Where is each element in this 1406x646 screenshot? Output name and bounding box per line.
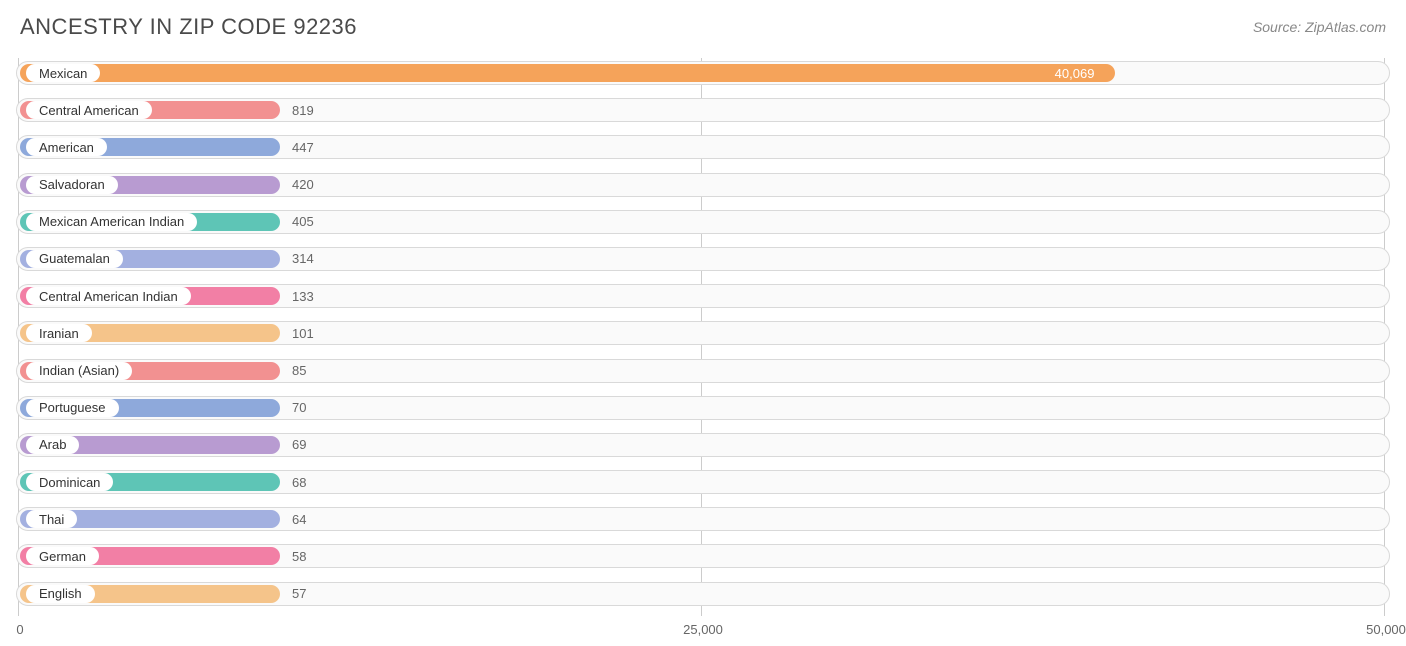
category-pill: Iranian xyxy=(26,324,92,342)
bar-row: Iranian 101 xyxy=(16,318,1390,348)
category-pill: American xyxy=(26,138,107,156)
value-label: 40,069 xyxy=(1055,58,1095,88)
category-pill: English xyxy=(26,585,95,603)
chart-area: Mexican 40,069 Central American 819 American… xyxy=(16,58,1390,646)
bar-row: Portuguese 70 xyxy=(16,393,1390,423)
value-label: 405 xyxy=(292,207,314,237)
bar-row: Salvadoran 420 xyxy=(16,170,1390,200)
bar-row: Arab 69 xyxy=(16,430,1390,460)
bar xyxy=(20,64,1115,82)
bar-row: Central American Indian 133 xyxy=(16,281,1390,311)
value-label: 101 xyxy=(292,318,314,348)
value-label: 57 xyxy=(292,579,306,609)
value-label: 58 xyxy=(292,541,306,571)
category-pill: German xyxy=(26,547,99,565)
bar-row: American 447 xyxy=(16,132,1390,162)
value-label: 133 xyxy=(292,281,314,311)
bar-row: Thai 64 xyxy=(16,504,1390,534)
tick-label: 50,000 xyxy=(1366,622,1406,637)
bar-row: Dominican 68 xyxy=(16,467,1390,497)
chart-title: ANCESTRY IN ZIP CODE 92236 xyxy=(20,14,357,40)
tick-label: 0 xyxy=(16,622,23,637)
category-pill: Mexican American Indian xyxy=(26,213,197,231)
category-pill: Indian (Asian) xyxy=(26,362,132,380)
bar-row: German 58 xyxy=(16,541,1390,571)
value-label: 314 xyxy=(292,244,314,274)
value-label: 819 xyxy=(292,95,314,125)
value-label: 447 xyxy=(292,132,314,162)
bar-row: English 57 xyxy=(16,579,1390,609)
x-axis: 025,00050,000 xyxy=(16,616,1390,646)
tick-label: 25,000 xyxy=(683,622,723,637)
bar-row: Mexican American Indian 405 xyxy=(16,207,1390,237)
bar-row: Guatemalan 314 xyxy=(16,244,1390,274)
value-label: 420 xyxy=(292,170,314,200)
value-label: 70 xyxy=(292,393,306,423)
category-pill: Salvadoran xyxy=(26,176,118,194)
value-label: 64 xyxy=(292,504,306,534)
category-pill: Arab xyxy=(26,436,79,454)
bar-row: Indian (Asian) 85 xyxy=(16,356,1390,386)
category-pill: Dominican xyxy=(26,473,113,491)
category-pill: Thai xyxy=(26,510,77,528)
category-pill: Mexican xyxy=(26,64,100,82)
category-pill: Central American Indian xyxy=(26,287,191,305)
category-pill: Central American xyxy=(26,101,152,119)
category-pill: Portuguese xyxy=(26,399,119,417)
value-label: 85 xyxy=(292,356,306,386)
bar-row: Central American 819 xyxy=(16,95,1390,125)
source-label: Source: ZipAtlas.com xyxy=(1253,19,1386,35)
chart-container: ANCESTRY IN ZIP CODE 92236 Source: ZipAt… xyxy=(0,0,1406,644)
category-pill: Guatemalan xyxy=(26,250,123,268)
value-label: 68 xyxy=(292,467,306,497)
header: ANCESTRY IN ZIP CODE 92236 Source: ZipAt… xyxy=(16,14,1390,40)
bar-row: Mexican 40,069 xyxy=(16,58,1390,88)
value-label: 69 xyxy=(292,430,306,460)
